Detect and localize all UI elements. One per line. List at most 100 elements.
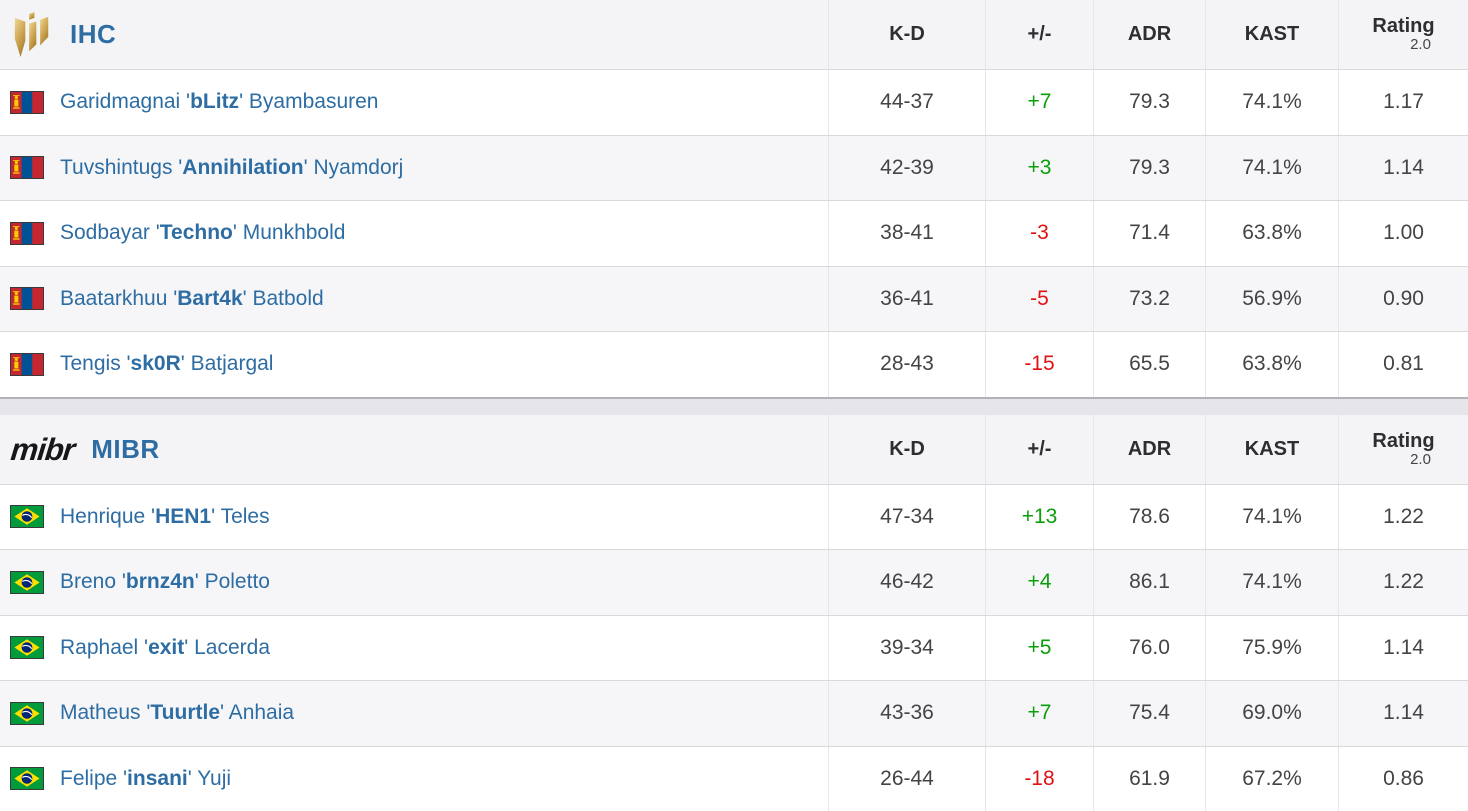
- rating-value: 1.22: [1338, 484, 1468, 549]
- plusminus-value: -15: [985, 332, 1093, 397]
- kd-value: 46-42: [828, 550, 985, 615]
- plusminus-value: +4: [985, 550, 1093, 615]
- kast-value: 63.8%: [1205, 332, 1338, 397]
- player-link[interactable]: Matheus 'Tuurtle' Anhaia: [60, 701, 295, 725]
- rating-value: 1.00: [1338, 201, 1468, 266]
- team-header-row: mibr MIBR K-D +/- ADR KAST Rating 2.0: [0, 414, 1468, 484]
- adr-value: 79.3: [1093, 135, 1205, 200]
- team-rows: Garidmagnai 'bLitz' Byambasuren 44-37 +7…: [0, 69, 1468, 397]
- mibr-team-logo-icon: mibr: [9, 431, 77, 467]
- column-header-rating: Rating 2.0: [1338, 414, 1468, 484]
- player-cell: Sodbayar 'Techno' Munkhbold: [0, 201, 828, 266]
- rating-value: 1.14: [1338, 615, 1468, 680]
- brazil-flag-icon: [11, 637, 43, 659]
- adr-value: 76.0: [1093, 615, 1205, 680]
- player-cell: Breno 'brnz4n' Poletto: [0, 550, 828, 615]
- adr-value: 78.6: [1093, 484, 1205, 549]
- mongolia-flag-icon: [11, 157, 43, 179]
- plusminus-value: +13: [985, 484, 1093, 549]
- player-cell: Tuvshintugs 'Annihilation' Nyamdorj: [0, 136, 828, 201]
- kd-value: 26-44: [828, 746, 985, 811]
- rating-value: 1.14: [1338, 681, 1468, 746]
- kd-value: 44-37: [828, 70, 985, 135]
- plusminus-value: +7: [985, 681, 1093, 746]
- player-link[interactable]: Baatarkhuu 'Bart4k' Batbold: [60, 286, 324, 310]
- player-link[interactable]: Tengis 'sk0R' Batjargal: [60, 352, 274, 376]
- rating-value: 0.90: [1338, 266, 1468, 331]
- column-header-kast: KAST: [1205, 414, 1338, 484]
- rating-value: 1.22: [1338, 550, 1468, 615]
- kd-value: 39-34: [828, 615, 985, 680]
- team-header-row: IHC K-D +/- ADR KAST Rating 2.0: [0, 0, 1468, 69]
- kast-value: 74.1%: [1205, 484, 1338, 549]
- player-cell: Baatarkhuu 'Bart4k' Batbold: [0, 267, 828, 332]
- team-cell: mibr MIBR: [0, 415, 828, 484]
- plusminus-value: -18: [985, 746, 1093, 811]
- player-row: Henrique 'HEN1' Teles 47-34 +13 78.6 74.…: [0, 483, 1468, 550]
- player-cell: Felipe 'insani' Yuji: [0, 747, 828, 811]
- column-header-adr: ADR: [1093, 414, 1205, 484]
- kd-value: 38-41: [828, 201, 985, 266]
- team-link[interactable]: IHC: [70, 19, 117, 49]
- plusminus-value: -5: [985, 266, 1093, 331]
- brazil-flag-icon: [11, 702, 43, 724]
- kast-value: 75.9%: [1205, 615, 1338, 680]
- player-cell: Garidmagnai 'bLitz' Byambasuren: [0, 70, 828, 135]
- player-link[interactable]: Henrique 'HEN1' Teles: [60, 504, 270, 528]
- column-header-kd: K-D: [828, 414, 985, 484]
- table-separator: [0, 396, 1468, 415]
- player-link[interactable]: Felipe 'insani' Yuji: [60, 766, 232, 790]
- kast-value: 74.1%: [1205, 135, 1338, 200]
- mongolia-flag-icon: [11, 91, 43, 113]
- player-link[interactable]: Garidmagnai 'bLitz' Byambasuren: [60, 90, 379, 114]
- team-cell: IHC: [0, 0, 828, 69]
- mongolia-flag-icon: [11, 222, 43, 244]
- kd-value: 47-34: [828, 484, 985, 549]
- player-link[interactable]: Sodbayar 'Techno' Munkhbold: [60, 221, 346, 245]
- player-cell: Henrique 'HEN1' Teles: [0, 485, 828, 550]
- player-row: Tuvshintugs 'Annihilation' Nyamdorj 42-3…: [0, 134, 1468, 201]
- player-link[interactable]: Tuvshintugs 'Annihilation' Nyamdorj: [60, 155, 404, 179]
- kd-value: 42-39: [828, 135, 985, 200]
- kast-value: 69.0%: [1205, 681, 1338, 746]
- rating-value: 1.17: [1338, 70, 1468, 135]
- column-header-adr: ADR: [1093, 0, 1205, 69]
- column-header-kd: K-D: [828, 0, 985, 69]
- kd-value: 28-43: [828, 332, 985, 397]
- kast-value: 63.8%: [1205, 201, 1338, 266]
- rating-value: 1.14: [1338, 135, 1468, 200]
- brazil-flag-icon: [11, 768, 43, 790]
- player-link[interactable]: Raphael 'exit' Lacerda: [60, 635, 270, 659]
- kd-value: 36-41: [828, 266, 985, 331]
- kast-value: 56.9%: [1205, 266, 1338, 331]
- rating-label: Rating: [1372, 15, 1435, 38]
- ihc-team-logo-icon: [11, 11, 53, 59]
- player-link[interactable]: Breno 'brnz4n' Poletto: [60, 570, 270, 594]
- brazil-flag-icon: [11, 506, 43, 528]
- column-header-plusminus: +/-: [985, 0, 1093, 69]
- team-stats-table-mibr: mibr MIBR K-D +/- ADR KAST Rating 2.0 He…: [0, 414, 1468, 811]
- player-row: Baatarkhuu 'Bart4k' Batbold 36-41 -5 73.…: [0, 265, 1468, 332]
- kd-value: 43-36: [828, 681, 985, 746]
- player-row: Garidmagnai 'bLitz' Byambasuren 44-37 +7…: [0, 69, 1468, 135]
- mongolia-flag-icon: [11, 353, 43, 375]
- player-cell: Tengis 'sk0R' Batjargal: [0, 332, 828, 397]
- rating-value: 0.86: [1338, 746, 1468, 811]
- team-stats-table-ihc: IHC K-D +/- ADR KAST Rating 2.0: [0, 0, 1468, 397]
- brazil-flag-icon: [11, 571, 43, 593]
- column-header-rating: Rating 2.0: [1338, 0, 1468, 69]
- adr-value: 86.1: [1093, 550, 1205, 615]
- player-row: Sodbayar 'Techno' Munkhbold 38-41 -3 71.…: [0, 200, 1468, 266]
- kast-value: 67.2%: [1205, 746, 1338, 811]
- player-cell: Raphael 'exit' Lacerda: [0, 616, 828, 681]
- adr-value: 65.5: [1093, 332, 1205, 397]
- player-cell: Matheus 'Tuurtle' Anhaia: [0, 681, 828, 746]
- plusminus-value: +3: [985, 135, 1093, 200]
- player-row: Matheus 'Tuurtle' Anhaia 43-36 +7 75.4 6…: [0, 680, 1468, 746]
- rating-label: Rating: [1372, 429, 1435, 452]
- team-link[interactable]: MIBR: [91, 433, 160, 464]
- player-row: Felipe 'insani' Yuji 26-44 -18 61.9 67.2…: [0, 745, 1468, 811]
- adr-value: 73.2: [1093, 266, 1205, 331]
- column-header-plusminus: +/-: [985, 414, 1093, 484]
